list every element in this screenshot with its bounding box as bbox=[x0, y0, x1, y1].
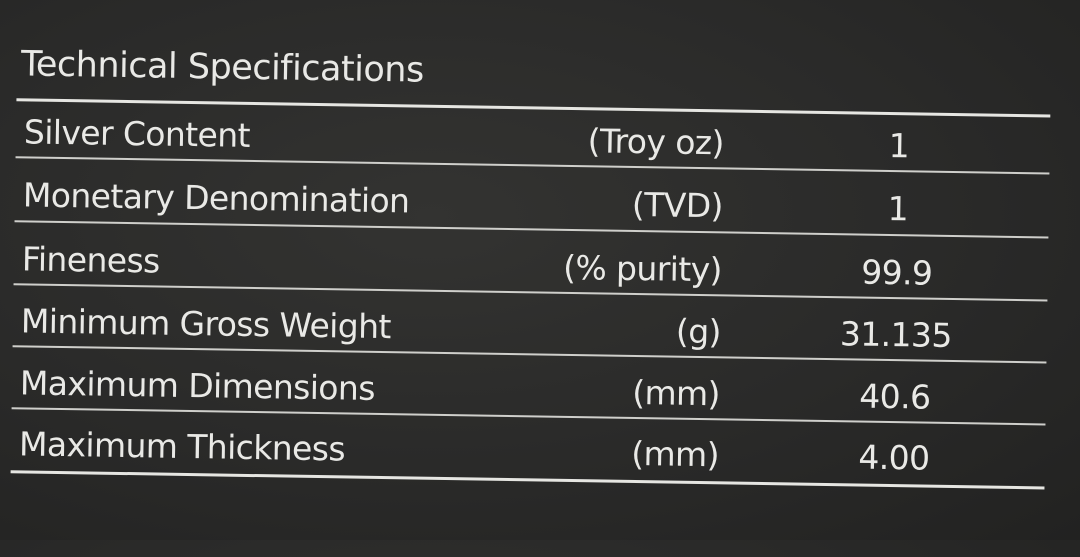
row-label: Maximum Dimensions bbox=[19, 363, 376, 408]
row-label: Silver Content bbox=[23, 112, 251, 155]
row-unit: (Troy oz) bbox=[587, 121, 725, 163]
table-row: Fineness (% purity) 99.9 bbox=[21, 239, 1022, 305]
row-label: Monetary Denomination bbox=[22, 175, 410, 221]
row-unit: (mm) bbox=[631, 372, 721, 414]
table-row: Maximum Dimensions (mm) 40.6 bbox=[20, 363, 1021, 429]
row-unit: (% purity) bbox=[562, 247, 723, 290]
row-unit: (g) bbox=[675, 311, 722, 352]
row-value: 31.135 bbox=[839, 314, 953, 355]
table-row: Monetary Denomination (TVD) 1 bbox=[22, 175, 1023, 241]
table-row: Silver Content (Troy oz) 1 bbox=[23, 112, 1024, 178]
row-label: Maximum Thickness bbox=[18, 424, 346, 469]
row-value: 1 bbox=[887, 188, 909, 229]
row-value: 1 bbox=[888, 125, 910, 166]
table-title: Technical Specifications bbox=[20, 44, 425, 91]
row-unit: (TVD) bbox=[631, 184, 724, 226]
row-value: 4.00 bbox=[858, 437, 930, 478]
table-row: Minimum Gross Weight (g) 31.135 bbox=[20, 301, 1021, 367]
row-unit: (mm) bbox=[630, 433, 720, 475]
row-label: Fineness bbox=[21, 239, 161, 281]
row-value: 40.6 bbox=[859, 376, 931, 417]
row-value: 99.9 bbox=[860, 252, 933, 293]
row-label: Minimum Gross Weight bbox=[20, 301, 392, 347]
